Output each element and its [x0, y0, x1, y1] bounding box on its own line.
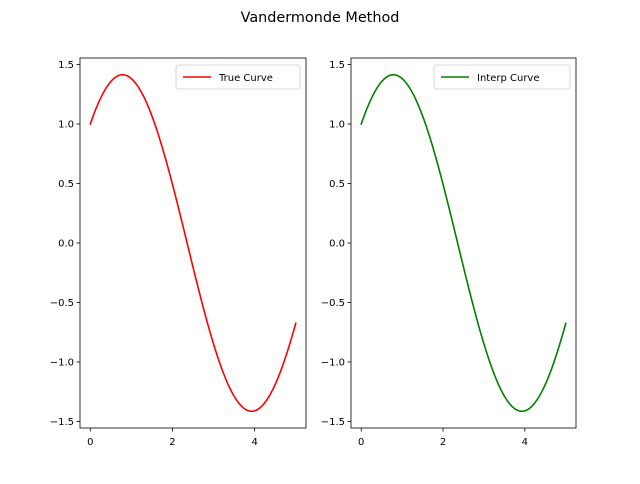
legend-label: True Curve [218, 73, 273, 84]
y-tick-label: 0.0 [329, 239, 345, 250]
y-tick-label: 0.5 [329, 179, 345, 190]
legend-box [433, 64, 571, 90]
legend-right: Interp Curve [433, 64, 571, 90]
y-tick-label: 0.0 [58, 239, 74, 250]
y-tick-label: 1.5 [58, 60, 74, 71]
y-tick-label: −1.5 [50, 417, 74, 428]
y-tick-label: −1.5 [321, 417, 345, 428]
y-tick-label: −0.5 [321, 298, 345, 309]
series-line-right [360, 73, 567, 413]
legend-box [175, 64, 301, 90]
plot-area-right [351, 58, 576, 428]
plot-area-left [80, 58, 306, 428]
y-tick-label: 1.5 [329, 60, 345, 71]
figure-suptitle: Vandermonde Method [241, 10, 400, 26]
y-tick-label: −1.0 [50, 358, 74, 369]
legend-left: True Curve [175, 64, 301, 90]
y-tick-label: 1.0 [58, 120, 74, 131]
x-tick-label: 0 [358, 437, 364, 448]
subplot-left: 0 2 4 −1.5 −1.0 −0.5 0.0 0.5 1.0 1.5 True Curve [50, 57, 307, 448]
y-tick-label: −0.5 [50, 298, 74, 309]
subplot-right: 0 2 4 −1.5 −1.0 −0.5 0.0 0.5 1.0 1.5 Interp Curve [321, 57, 577, 448]
y-tick-label: −1.0 [321, 358, 345, 369]
y-tick-label: 1.0 [329, 120, 345, 131]
legend-label: Interp Curve [477, 73, 540, 84]
x-tick-label: 2 [169, 437, 175, 448]
series-line-left [89, 73, 297, 413]
x-tick-label: 2 [440, 437, 446, 448]
x-tick-label: 0 [87, 437, 93, 448]
x-tick-label: 4 [251, 437, 257, 448]
y-tick-label: 0.5 [58, 179, 74, 190]
x-tick-label: 4 [522, 437, 528, 448]
